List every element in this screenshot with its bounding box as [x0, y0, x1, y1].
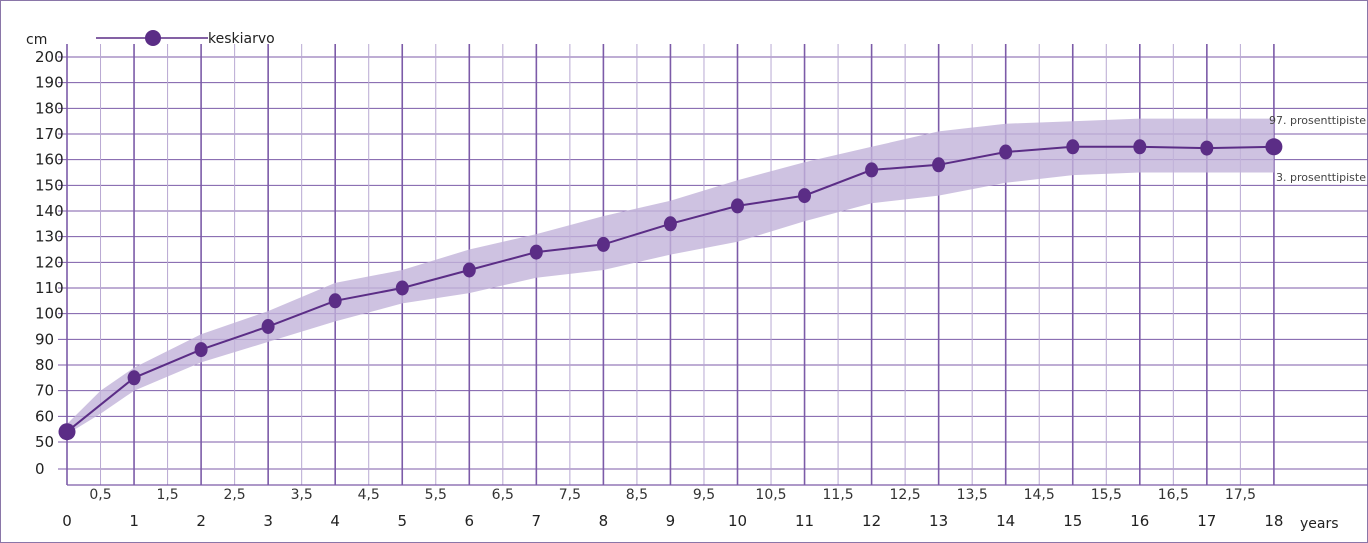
x-tick-label: 2	[196, 512, 206, 530]
x-unit-label: years	[1300, 516, 1339, 532]
x-tick-label: 16	[1130, 512, 1149, 530]
x-minor-tick-label: 12,5	[890, 487, 921, 503]
y-tick-label: 110	[35, 279, 64, 297]
mean-point	[328, 293, 342, 309]
x-tick-label: 1	[129, 512, 139, 530]
mean-point	[395, 280, 409, 296]
mean-point	[1066, 139, 1080, 155]
lower-percentile-label: 3. prosenttipiste	[1276, 171, 1366, 184]
x-tick-labels: 0 1 2 3 4 5 6 7 8 9 10 11 12 13 14 15 16 17 180,5 1,5 2,5 3,5…	[62, 487, 1283, 530]
x-minor-tick-label: 9,5	[693, 487, 715, 503]
mean-point	[932, 157, 946, 173]
legend: keskiarvo	[96, 30, 275, 47]
x-tick-label: 11	[795, 512, 814, 530]
y-tick-label: 80	[35, 356, 54, 374]
y-tick-label: 130	[35, 228, 64, 246]
x-minor-tick-label: 0,5	[89, 487, 111, 503]
y-tick-label: 120	[35, 253, 64, 271]
x-minor-tick-label: 1,5	[156, 487, 178, 503]
x-minor-tick-label: 14,5	[1024, 487, 1055, 503]
mean-point	[462, 262, 476, 278]
grid	[58, 44, 1368, 486]
percentile-band	[67, 118, 1274, 435]
x-tick-label: 15	[1063, 512, 1082, 530]
x-tick-label: 17	[1197, 512, 1216, 530]
y-tick-label: 200	[35, 48, 64, 66]
y-tick-labels: 0 50 60 70 80 90 100 110 120 130 140 150 160 170 180 19…	[35, 48, 64, 478]
y-tick-label: 190	[35, 74, 64, 92]
y-tick-label: 160	[35, 151, 64, 169]
mean-point	[261, 319, 275, 334]
y-unit-label: cm	[26, 32, 47, 48]
mean-point	[58, 423, 76, 441]
x-minor-tick-label: 17,5	[1225, 487, 1256, 503]
x-tick-label: 5	[398, 512, 408, 530]
mean-point	[731, 198, 744, 214]
y-tick-label: 180	[35, 99, 64, 117]
y-tick-label: 90	[35, 330, 54, 348]
mean-point	[663, 216, 677, 232]
legend-label: keskiarvo	[208, 31, 275, 47]
x-minor-tick-label: 4,5	[358, 487, 380, 503]
upper-percentile-label: 97. prosenttipiste	[1269, 114, 1366, 127]
x-minor-tick-label: 10,5	[755, 487, 786, 503]
x-minor-tick-label: 7,5	[559, 487, 581, 503]
mean-point	[194, 342, 208, 358]
x-minor-tick-label: 3,5	[291, 487, 313, 503]
mean-points	[58, 138, 1283, 441]
legend-marker	[145, 30, 161, 46]
x-minor-tick-label: 5,5	[425, 487, 447, 503]
x-minor-tick-label: 8,5	[626, 487, 648, 503]
mean-point	[798, 188, 811, 204]
x-minor-tick-label: 16,5	[1158, 487, 1189, 503]
y-tick-label: 60	[35, 407, 54, 425]
mean-point	[1200, 140, 1214, 156]
x-tick-label: 10	[728, 512, 747, 530]
x-tick-label: 18	[1264, 512, 1283, 530]
x-tick-label: 13	[929, 512, 948, 530]
x-tick-label: 4	[330, 512, 340, 530]
y-tick-label: 170	[35, 125, 64, 143]
mean-point	[596, 236, 610, 252]
y-tick-label: 70	[35, 382, 54, 400]
mean-point	[529, 244, 543, 260]
mean-point	[1133, 139, 1147, 155]
y-tick-label: 100	[35, 305, 64, 323]
x-minor-tick-label: 6,5	[492, 487, 514, 503]
x-tick-label: 3	[263, 512, 273, 530]
x-tick-label: 7	[532, 512, 542, 530]
mean-point	[127, 370, 141, 386]
y-tick-label: 0	[35, 460, 45, 478]
x-minor-tick-label: 15,5	[1091, 487, 1122, 503]
x-minor-tick-label: 13,5	[957, 487, 988, 503]
x-tick-label: 6	[465, 512, 475, 530]
mean-point	[865, 162, 879, 178]
mean-point	[1265, 138, 1283, 156]
x-tick-label: 9	[666, 512, 676, 530]
x-minor-tick-label: 2,5	[223, 487, 245, 503]
mean-point	[999, 144, 1013, 160]
y-tick-label: 140	[35, 202, 64, 220]
x-tick-label: 0	[62, 512, 72, 530]
y-tick-label: 50	[35, 433, 54, 451]
x-minor-tick-label: 11,5	[823, 487, 854, 503]
x-tick-label: 12	[862, 512, 881, 530]
y-tick-label: 150	[35, 176, 64, 194]
x-tick-label: 14	[996, 512, 1015, 530]
x-tick-label: 8	[599, 512, 609, 530]
